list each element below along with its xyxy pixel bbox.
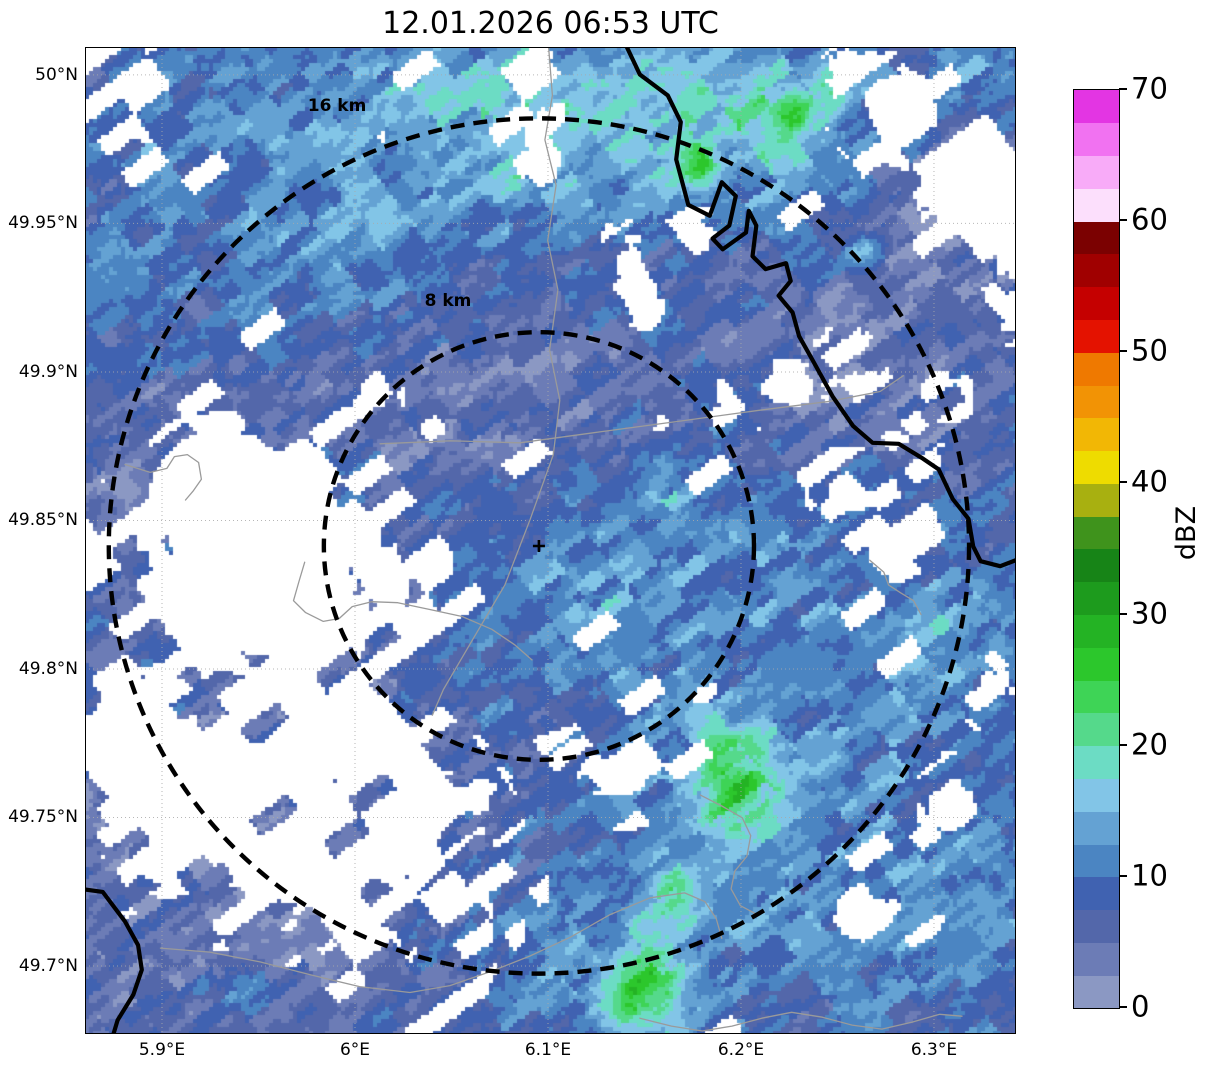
colorbar-block xyxy=(1074,221,1119,255)
colorbar-tick-mark xyxy=(1119,88,1127,90)
colorbar-block xyxy=(1074,188,1119,222)
range-ring-8km xyxy=(321,329,757,763)
colorbar-block xyxy=(1074,942,1119,976)
radar-reflectivity-layer xyxy=(85,47,1016,1034)
colorbar-tick-label: 70 xyxy=(1131,71,1168,106)
colorbar-block xyxy=(1074,647,1119,681)
plot-title: 12.01.2026 06:53 UTC xyxy=(382,6,719,41)
longitude-tick-label: 6.2°E xyxy=(717,1040,765,1060)
country-border-line xyxy=(85,887,144,1034)
range-ring-label-16km: 16 km xyxy=(308,96,367,116)
colorbar-tick-label: 60 xyxy=(1131,202,1168,237)
colorbar-block xyxy=(1074,286,1119,320)
map-plot: 8 km 16 km xyxy=(85,47,1016,1034)
colorbar-block xyxy=(1074,450,1119,484)
colorbar-block xyxy=(1074,122,1119,157)
latitude-tick-label: 49.9°N xyxy=(18,361,78,382)
river-line xyxy=(159,892,723,994)
colorbar-tick-mark xyxy=(1119,481,1127,484)
colorbar-tick-label: 50 xyxy=(1131,333,1168,368)
colorbar-block xyxy=(1074,909,1119,943)
latitude-tick-label: 49.85°N xyxy=(8,510,78,531)
colorbar-block xyxy=(1074,712,1119,747)
colorbar-block xyxy=(1074,745,1119,779)
latitude-tick-label: 49.8°N xyxy=(18,658,78,679)
radar-site-marker xyxy=(532,539,545,552)
country-border-line xyxy=(624,47,1016,569)
colorbar-tick-label: 30 xyxy=(1131,595,1168,630)
colorbar-tick-mark xyxy=(1119,743,1127,746)
colorbar-block xyxy=(1074,253,1119,288)
latitude-tick-label: 50°N xyxy=(35,64,78,85)
colorbar-block xyxy=(1074,614,1119,648)
range-ring-16km xyxy=(106,116,972,976)
range-ring-label-8km: 8 km xyxy=(425,291,472,311)
colorbar-block xyxy=(1074,516,1119,550)
longitude-tick-label: 6.3°E xyxy=(910,1040,958,1060)
latitude-tick-label: 49.95°N xyxy=(8,213,78,234)
colorbar-block xyxy=(1074,417,1119,452)
map-overlay-layer: 8 km 16 km xyxy=(85,47,1016,1034)
river-line xyxy=(124,453,203,501)
colorbar-block xyxy=(1074,483,1119,517)
colorbar xyxy=(1073,89,1120,1009)
colorbar-block xyxy=(1074,811,1119,845)
latitude-tick-label: 49.75°N xyxy=(8,807,78,828)
colorbar-tick-label: 0 xyxy=(1131,989,1150,1024)
colorbar-block xyxy=(1074,680,1119,714)
river-line xyxy=(379,375,904,445)
colorbar-block xyxy=(1074,352,1119,386)
colorbar-block xyxy=(1074,155,1119,189)
colorbar-block xyxy=(1074,778,1119,812)
longitude-tick-label: 5.9°E xyxy=(138,1040,186,1060)
river-line xyxy=(431,47,561,716)
latitude-tick-label: 49.7°N xyxy=(18,955,78,976)
colorbar-tick-mark xyxy=(1119,350,1127,353)
colorbar-tick-label: 20 xyxy=(1131,727,1168,762)
colorbar-block xyxy=(1074,549,1119,583)
colorbar-tick-label: 10 xyxy=(1131,858,1168,893)
colorbar-tick-label: 40 xyxy=(1131,464,1168,499)
longitude-tick-label: 6.1°E xyxy=(524,1040,572,1060)
river-line xyxy=(292,561,533,661)
river-line xyxy=(869,559,922,616)
river-line xyxy=(639,1011,963,1032)
river-line xyxy=(699,794,758,916)
colorbar-axis-label: dBZ xyxy=(1170,505,1202,561)
colorbar-block xyxy=(1074,581,1119,616)
colorbar-block xyxy=(1074,319,1119,353)
colorbar-tick-mark xyxy=(1119,1006,1127,1008)
colorbar-block xyxy=(1074,876,1119,911)
longitude-tick-label: 6°E xyxy=(339,1040,371,1060)
colorbar-block xyxy=(1074,90,1119,124)
colorbar-block xyxy=(1074,844,1119,878)
colorbar-tick-mark xyxy=(1119,612,1127,615)
colorbar-block xyxy=(1074,975,1119,1009)
colorbar-tick-mark xyxy=(1119,874,1127,877)
colorbar-tick-mark xyxy=(1119,219,1127,222)
colorbar-block xyxy=(1074,385,1119,419)
